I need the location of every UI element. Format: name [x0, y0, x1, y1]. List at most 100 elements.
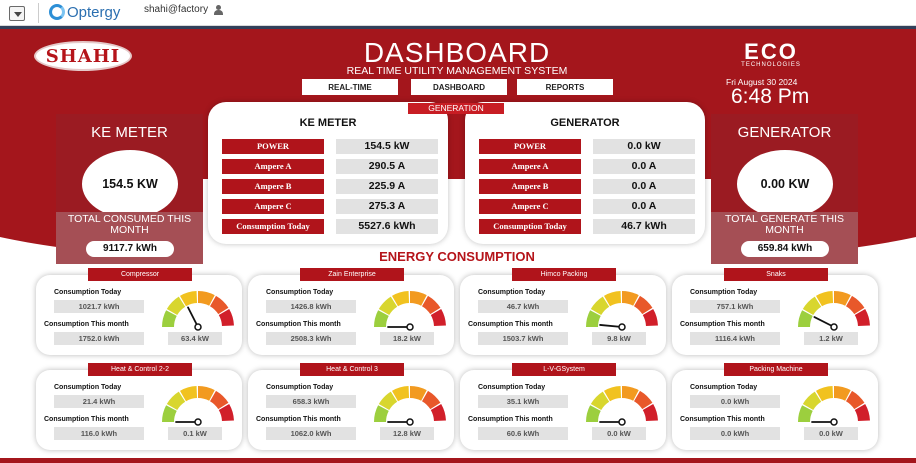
- gen-row-ampere-c: Ampere C 0.0 A: [479, 199, 695, 214]
- today-label: Consumption Today: [54, 289, 122, 296]
- gauge-segment: [846, 295, 865, 315]
- generator-card-title: GENERATOR: [550, 117, 620, 129]
- consumer-card-compressor: Compressor Consumption Today 1021.7 kWh …: [36, 268, 242, 355]
- generation-label: GENERATION: [408, 103, 504, 114]
- gen-row-power: POWER 0.0 kW: [479, 139, 695, 154]
- gen-row-ampere-a: Ampere A 0.0 A: [479, 159, 695, 174]
- power-value: 12.8 kW: [380, 427, 434, 440]
- consumer-name: Snaks: [724, 268, 828, 281]
- consumer-name: Zain Enterprise: [300, 268, 404, 281]
- ke-meter-card: KE METER POWER 154.5 kW Ampere A 290.5 A…: [208, 102, 448, 244]
- gauge-segment: [798, 310, 813, 327]
- ke-row-ampere-c: Ampere C 275.3 A: [222, 199, 438, 214]
- ke-total-value: 9117.7 kWh: [86, 241, 174, 257]
- consumer-name: Compressor: [88, 268, 192, 281]
- gauge-segment: [622, 386, 639, 401]
- nav-dashboard-button[interactable]: DASHBOARD: [411, 79, 507, 95]
- row-value: 5527.6 kWh: [336, 219, 438, 234]
- generator-title: GENERATOR: [737, 124, 832, 141]
- app-bar: Optergy shahi@factory: [0, 0, 916, 26]
- today-label: Consumption Today: [266, 384, 334, 391]
- gauge-segment: [422, 295, 441, 315]
- gen-row-ampere-b: Ampere B 0.0 A: [479, 179, 695, 194]
- today-value: 757.1 kWh: [690, 300, 780, 313]
- ke-meter-power-value: 154.5 KW: [82, 150, 178, 218]
- row-label: Ampere A: [222, 159, 324, 174]
- ke-total-label: TOTAL CONSUMED THIS MONTH: [67, 213, 192, 236]
- power-value: 18.2 kW: [380, 332, 434, 345]
- gauge-segment: [162, 405, 177, 422]
- dropdown-menu-button[interactable]: [9, 6, 25, 21]
- user-account[interactable]: shahi@factory: [144, 4, 224, 15]
- today-label: Consumption Today: [690, 289, 758, 296]
- power-value: 0.1 kW: [168, 427, 222, 440]
- consumer-card-zain-enterprise: Zain Enterprise Consumption Today 1426.8…: [248, 268, 454, 355]
- today-value: 21.4 kWh: [54, 395, 144, 408]
- ke-total-box: TOTAL CONSUMED THIS MONTH 9117.7 kWh: [56, 212, 203, 264]
- gauge-segment: [604, 291, 622, 307]
- today-label: Consumption Today: [266, 289, 334, 296]
- gauge-segment: [410, 291, 427, 306]
- energy-consumption-title: ENERGY CONSUMPTION: [379, 249, 535, 264]
- consumer-card-snaks: Snaks Consumption Today 757.1 kWh Consum…: [672, 268, 878, 355]
- consumer-name: Packing Machine: [724, 363, 828, 376]
- ke-row-power: POWER 154.5 kW: [222, 139, 438, 154]
- month-label: Consumption This month: [468, 321, 553, 328]
- row-value: 0.0 A: [593, 199, 695, 214]
- row-value: 0.0 kW: [593, 139, 695, 154]
- month-value: 1116.4 kWh: [690, 332, 780, 345]
- gauge-segment: [586, 405, 601, 422]
- gauge-hub: [618, 323, 626, 331]
- gauge-segment: [166, 296, 186, 315]
- brand-name: Optergy: [67, 3, 121, 21]
- today-value: 35.1 kWh: [478, 395, 568, 408]
- page-title: DASHBOARD: [363, 37, 551, 68]
- gauge-hub: [194, 418, 202, 426]
- power-gauge: [374, 386, 446, 426]
- power-value: 0.0 kW: [804, 427, 858, 440]
- today-value: 658.3 kWh: [266, 395, 356, 408]
- row-label: Ampere C: [222, 199, 324, 214]
- row-label: Ampere C: [479, 199, 581, 214]
- consumer-card-heat-control-3: Heat & Control 3 Consumption Today 658.3…: [248, 363, 454, 450]
- gauge-hub: [830, 418, 838, 426]
- month-label: Consumption This month: [44, 321, 129, 328]
- current-time: 6:48 Pm: [731, 85, 810, 108]
- gauge-segment: [834, 291, 851, 306]
- gauge-segment: [378, 296, 398, 315]
- today-label: Consumption Today: [478, 384, 546, 391]
- gauge-segment: [378, 391, 398, 410]
- gen-row-consumption-today: Consumption Today 46.7 kWh: [479, 219, 695, 234]
- dashboard: SHAHI DASHBOARD REAL TIME UTILITY MANAGE…: [0, 29, 916, 463]
- gauge-segment: [834, 386, 851, 401]
- generator-power-value: 0.00 KW: [737, 150, 833, 218]
- month-value: 116.0 kWh: [54, 427, 144, 440]
- gauge-segment: [198, 291, 215, 306]
- row-label: Consumption Today: [479, 219, 581, 234]
- month-value: 1503.7 kWh: [478, 332, 568, 345]
- power-value: 9.8 kW: [592, 332, 646, 345]
- gauge-hub: [618, 418, 626, 426]
- generator-total-value: 659.84 kWh: [741, 241, 829, 257]
- shahi-logo: SHAHI: [34, 41, 132, 71]
- gauge-segment: [642, 309, 658, 327]
- today-value: 46.7 kWh: [478, 300, 568, 313]
- gauge-segment: [180, 291, 198, 307]
- gauge-segment: [210, 390, 229, 410]
- power-gauge: [586, 386, 658, 426]
- header-divider: [0, 26, 916, 29]
- ke-card-title: KE METER: [299, 117, 357, 129]
- row-value: 154.5 kW: [336, 139, 438, 154]
- power-value: 0.0 kW: [592, 427, 646, 440]
- gauge-segment: [374, 310, 389, 327]
- gauge-segment: [392, 386, 410, 402]
- today-value: 1021.7 kWh: [54, 300, 144, 313]
- month-label: Consumption This month: [680, 321, 765, 328]
- gauge-segment: [218, 404, 234, 422]
- gauge-segment: [854, 404, 870, 422]
- nav-real-time-button[interactable]: REAL-TIME: [302, 79, 398, 95]
- nav-reports-button[interactable]: REPORTS: [517, 79, 613, 95]
- user-icon[interactable]: [214, 4, 224, 15]
- gauge-segment: [798, 405, 813, 422]
- month-label: Consumption This month: [44, 416, 129, 423]
